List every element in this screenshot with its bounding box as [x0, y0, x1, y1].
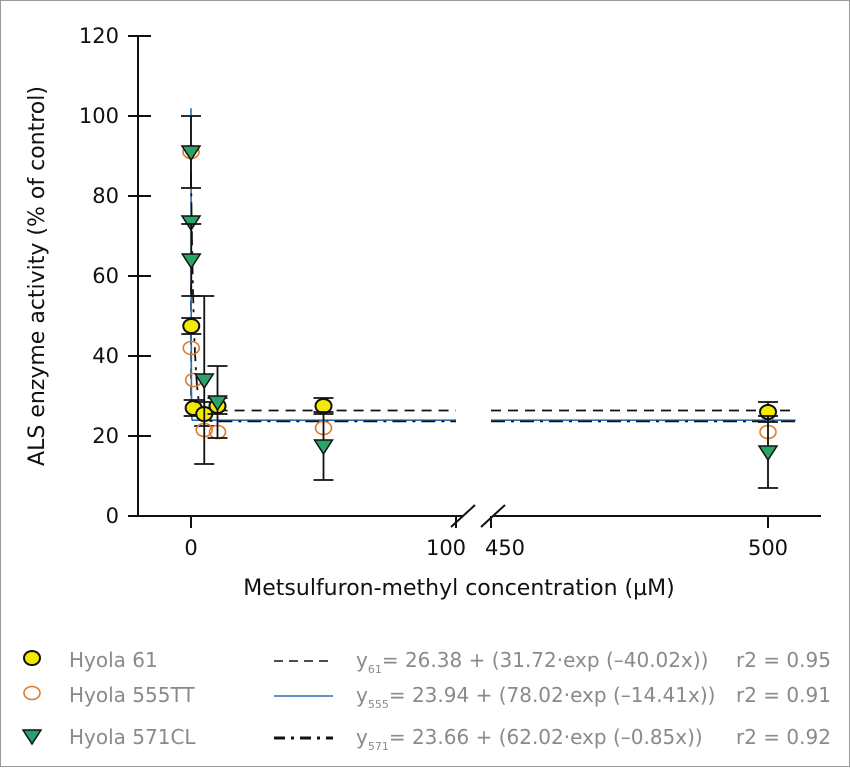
- data-point-hyola-571cl: [193, 373, 215, 390]
- x-tick-label: 500: [748, 536, 788, 560]
- data-point-hyola-61: [23, 650, 41, 666]
- legend-equation: y555= 23.94 + (78.02·exp (–14.41x)): [356, 683, 715, 711]
- data-point-hyola-555tt: [182, 340, 201, 356]
- legend-r2: r2 = 0.92: [736, 725, 831, 749]
- legend-label: Hyola 555TT: [69, 683, 195, 707]
- data-point-hyola-571cl: [21, 729, 43, 746]
- y-tick-label: 0: [106, 504, 119, 528]
- fit-line-y61: [190, 283, 456, 412]
- y-tick-label: 20: [92, 424, 119, 448]
- data-point-hyola-61: [182, 318, 201, 334]
- y-axis-label: ALS enzyme activity (% of control): [25, 86, 50, 466]
- data-point-hyola-571cl: [180, 253, 202, 270]
- y-tick-label: 80: [92, 184, 119, 208]
- y-tick-label: 40: [92, 344, 119, 368]
- legend-equation: y571= 23.66 + (62.02·exp (–0.85x)): [356, 725, 703, 753]
- y-tick-label: 120: [79, 24, 119, 48]
- fit-line-y555: [190, 108, 456, 421]
- data-point-hyola-571cl: [180, 215, 202, 232]
- legend-label: Hyola 61: [69, 648, 158, 672]
- data-point-hyola-571cl: [313, 439, 334, 456]
- data-point-hyola-571cl: [207, 395, 228, 412]
- legend-label: Hyola 571CL: [69, 725, 196, 749]
- fit-line-y571: [190, 173, 456, 423]
- data-point-hyola-555tt: [23, 685, 41, 701]
- data-point-hyola-571cl: [180, 145, 202, 162]
- x-tick-label: 100: [426, 536, 466, 560]
- legend-equation: y61= 26.38 + (31.72·exp (–40.02x)): [356, 648, 708, 676]
- y-tick-label: 100: [79, 104, 119, 128]
- x-tick-label: 0: [184, 536, 197, 560]
- data-point-hyola-571cl: [757, 445, 779, 462]
- y-tick-label: 60: [92, 264, 119, 288]
- x-tick-label: 450: [485, 536, 525, 560]
- legend-r2: r2 = 0.91: [736, 683, 831, 707]
- axis-break-mark: [480, 504, 506, 528]
- legend-r2: r2 = 0.95: [736, 648, 831, 672]
- data-point-hyola-61: [314, 398, 333, 414]
- x-axis-label: Metsulfuron-methyl concentration (µM): [243, 576, 674, 601]
